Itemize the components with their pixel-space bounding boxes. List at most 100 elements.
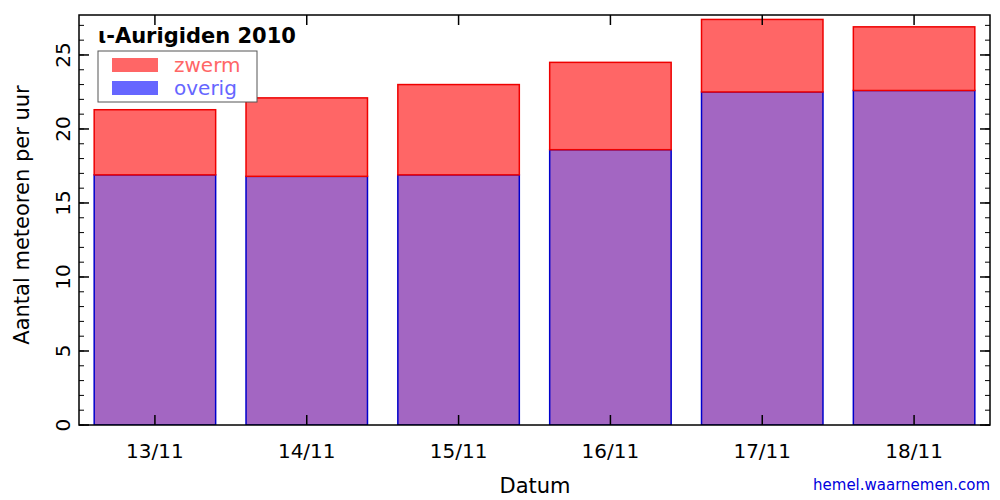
y-minor-tick [985,114,990,115]
y-minor-tick [985,128,990,129]
y-minor-tick [985,395,990,396]
x-tick-label: 16/11 [582,439,640,463]
y-minor-tick [79,202,84,203]
bar [702,92,823,425]
bar [398,85,519,175]
x-tick [458,415,460,425]
y-minor-tick [79,114,84,115]
y-minor-tick [79,99,84,100]
bar [550,62,671,149]
y-tick [980,276,990,278]
y-minor-tick [79,128,84,129]
y-minor-tick [985,410,990,411]
y-minor-tick [985,336,990,337]
y-minor-tick [79,188,84,189]
x-tick [458,15,460,25]
y-minor-tick [985,25,990,26]
y-minor-tick [985,232,990,233]
legend-swatch [112,81,158,95]
x-tick [154,415,156,425]
x-tick [306,415,308,425]
y-tick-label: 10 [51,264,75,289]
y-minor-tick [985,173,990,174]
y-minor-tick [985,425,990,426]
y-minor-tick [985,69,990,70]
y-minor-tick [79,276,84,277]
y-tick [980,54,990,56]
y-minor-tick [985,276,990,277]
y-minor-tick [79,350,84,351]
y-minor-tick [985,365,990,366]
x-tick [306,15,308,25]
y-minor-tick [79,232,84,233]
y-minor-tick [985,350,990,351]
bar-underlay [853,90,974,425]
y-minor-tick [79,25,84,26]
frame [79,15,990,425]
y-minor-tick [79,395,84,396]
y-tick [79,350,89,352]
bar [246,98,367,176]
x-tick [762,415,764,425]
bar [853,27,974,91]
y-minor-tick [79,173,84,174]
bar [550,150,671,425]
y-minor-tick [985,188,990,189]
legend: zwermoverig [98,51,257,102]
title: ι-Aurigiden 2010 [98,24,296,48]
bar-underlay [94,175,215,425]
bars [94,19,975,425]
y-tick-label: 5 [51,345,75,358]
y-minor-tick [79,158,84,159]
bar-underlay [702,92,823,425]
legend-swatch [112,58,158,72]
bar [246,176,367,425]
y-minor-tick [985,99,990,100]
y-minor-tick [79,306,84,307]
y-tick [980,424,990,426]
x-tick-label: 18/11 [885,439,943,463]
y-minor-tick [79,84,84,85]
y-minor-tick [985,306,990,307]
y-minor-tick [79,40,84,41]
y-minor-tick [79,425,84,426]
y-axis: 0 5 10 15 20 25 [51,25,990,431]
y-minor-tick [985,262,990,263]
bar [853,90,974,425]
y-minor-tick [79,410,84,411]
y-minor-tick [985,202,990,203]
legend-label: zwerm [174,53,241,77]
y-tick-label: 20 [51,116,75,141]
y-tick-label: 0 [51,419,75,432]
y-minor-tick [79,69,84,70]
x-tick [762,15,764,25]
bar [398,175,519,425]
annotation: hemel.waarnemen.com [813,476,990,494]
y-minor-tick [79,321,84,322]
y-minor-tick [985,143,990,144]
chart: 051015202513/1114/1115/1116/1117/1118/11… [0,0,1000,500]
y-tick [980,128,990,130]
y-minor-tick [79,143,84,144]
y-minor-tick [985,158,990,159]
y-minor-tick [79,262,84,263]
y-tick [980,202,990,204]
y-minor-tick [79,54,84,55]
y-minor-tick [79,217,84,218]
y-tick [980,350,990,352]
y-minor-tick [985,291,990,292]
y-minor-tick [985,217,990,218]
x-tick-label: 15/11 [430,439,488,463]
x-tick-label: 13/11 [126,439,184,463]
y-minor-tick [985,247,990,248]
y-tick-label: 25 [51,42,75,67]
y-tick [79,424,89,426]
x-axis-label: Datum [499,474,570,498]
bar-underlay [550,150,671,425]
y-tick-label: 15 [51,190,75,215]
y-minor-tick [79,291,84,292]
x-tick [610,415,612,425]
y-minor-tick [985,40,990,41]
x-tick [610,15,612,25]
y-minor-tick [79,336,84,337]
